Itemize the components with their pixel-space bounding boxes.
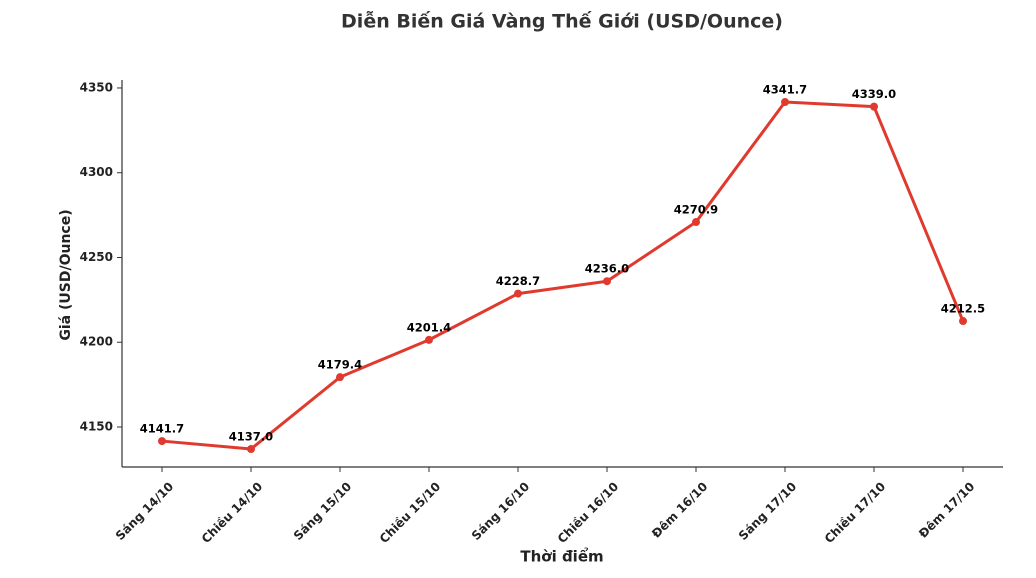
y-tick-label: 4150 — [80, 419, 113, 433]
x-tick-label: Chiều 17/10 — [822, 479, 889, 546]
point — [959, 317, 967, 326]
x-tick-label: Chiều 16/10 — [555, 479, 622, 546]
data-label: 4137.0 — [229, 430, 273, 444]
data-label: 4212.5 — [941, 302, 985, 316]
x-tick-label: Sáng 16/10 — [469, 479, 533, 543]
x-tick-label: Sáng 14/10 — [113, 479, 177, 543]
x-tick-label: Sáng 17/10 — [736, 479, 800, 543]
point — [247, 445, 255, 454]
point — [870, 102, 878, 111]
chart-title: Diễn Biến Giá Vàng Thế Giới (USD/Ounce) — [341, 9, 783, 33]
data-label: 4339.0 — [852, 87, 896, 101]
point — [781, 98, 789, 107]
x-tick-label: Chiều 15/10 — [377, 479, 444, 546]
point — [514, 289, 522, 298]
data-label: 4201.4 — [407, 320, 451, 334]
y-axis-label: Giá (USD/Ounce) — [58, 209, 74, 340]
data-label: 4270.9 — [674, 203, 718, 217]
point — [425, 335, 433, 344]
line — [161, 100, 965, 451]
x-tick-label: Chiều 14/10 — [199, 479, 266, 546]
point — [336, 373, 344, 382]
point — [603, 277, 611, 286]
data-label: 4228.7 — [496, 274, 540, 288]
y-tick-label: 4250 — [80, 250, 113, 264]
y-tick-label: 4200 — [80, 335, 113, 349]
x-tick-label: Sáng 15/10 — [291, 479, 355, 543]
point — [692, 218, 700, 227]
y-tick-label: 4350 — [80, 80, 113, 94]
y-tick-label: 4300 — [80, 165, 113, 179]
data-label: 4179.4 — [318, 358, 362, 372]
x-tick-label: Đêm 16/10 — [649, 479, 710, 540]
data-label: 4141.7 — [140, 422, 184, 436]
x-axis-label: Thời điểm — [520, 547, 603, 566]
point — [158, 437, 166, 446]
data-label: 4341.7 — [763, 83, 807, 97]
x-tick-label: Đêm 17/10 — [916, 479, 977, 540]
data-label: 4236.0 — [585, 262, 629, 276]
